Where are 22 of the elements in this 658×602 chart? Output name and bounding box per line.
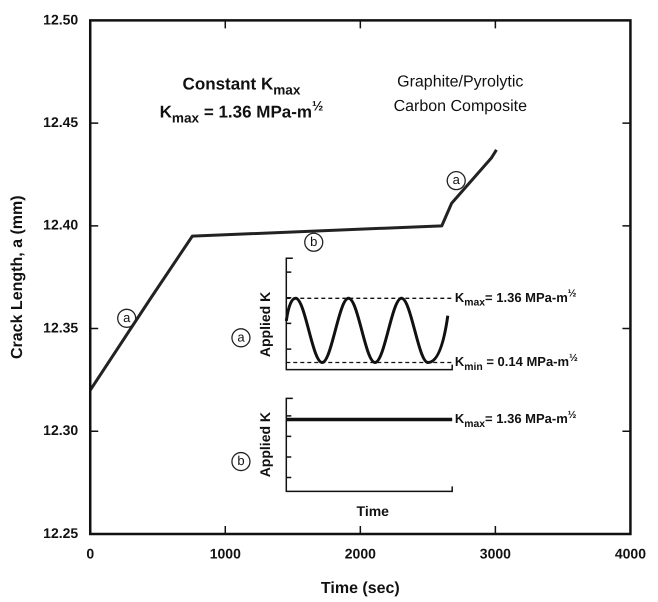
x-axis-title: Time (sec): [320, 580, 400, 597]
x-tick-label: 3000: [480, 545, 512, 562]
annotation: Time: [356, 502, 390, 519]
x-tick-label: 4000: [614, 545, 646, 562]
annotation: a: [452, 172, 461, 188]
y-tick-label: 12.40: [43, 216, 78, 233]
annotation: a: [123, 310, 132, 325]
y-tick-label: 12.50: [43, 11, 78, 28]
annotation: b: [310, 234, 318, 249]
y-tick-label: 12.25: [43, 524, 78, 541]
annotation: Applied K: [257, 292, 274, 358]
y-tick-label: 12.35: [43, 319, 78, 336]
x-tick-label: 1000: [210, 545, 242, 562]
annotation: b: [237, 453, 245, 468]
y-tick-label: 12.45: [43, 114, 78, 130]
annotation: Graphite/Pyrolytic Carbon Composite: [394, 73, 528, 116]
x-tick-label: 0: [86, 545, 94, 562]
annotation: Applied K: [257, 412, 274, 478]
x-tick-label: 2000: [344, 545, 376, 562]
y-axis-title: Crack Length, a (mm): [9, 195, 26, 359]
annotation: a: [237, 329, 246, 344]
y-tick-label: 12.30: [43, 422, 78, 438]
